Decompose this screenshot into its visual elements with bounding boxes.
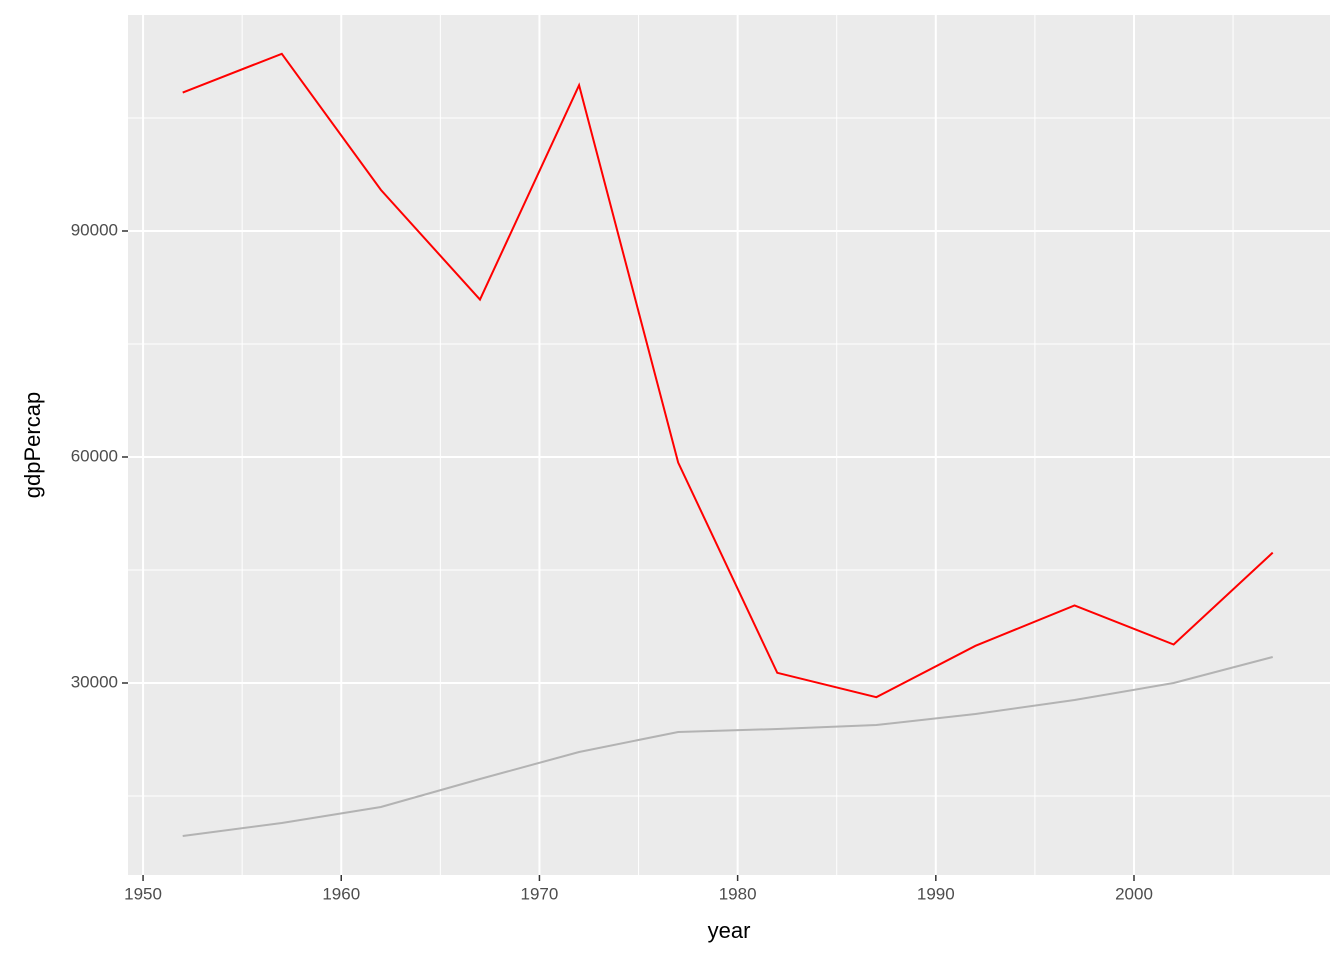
x-tick-label: 1950	[124, 884, 162, 903]
y-tick-label: 30000	[71, 672, 118, 691]
series-line	[182, 52, 1274, 699]
x-tick-label: 1990	[917, 884, 955, 903]
y-tick-label: 90000	[71, 220, 118, 239]
series-line	[182, 656, 1273, 837]
panel	[128, 15, 1330, 875]
x-tick-label: 1960	[322, 884, 360, 903]
x-tick-label: 1980	[719, 884, 757, 903]
x-tick-label: 1970	[521, 884, 559, 903]
y-axis-title: gdpPercap	[20, 392, 45, 498]
y-tick-label: 60000	[71, 446, 118, 465]
x-tick-label: 2000	[1115, 884, 1153, 903]
x-axis-title: year	[708, 918, 751, 943]
